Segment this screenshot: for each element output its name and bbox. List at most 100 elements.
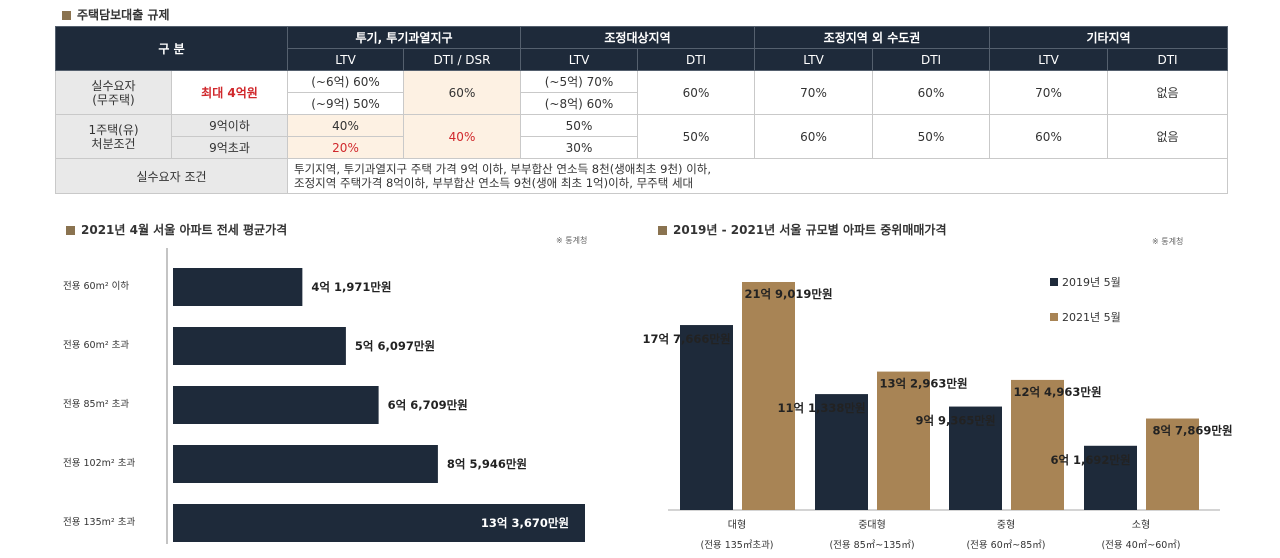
cell: (~5억) 70% (520, 70, 639, 93)
header-sub: DTI (1107, 48, 1229, 71)
right-chart-title: 2019년 - 2021년 서울 규모별 아파트 중위매매가격 (658, 221, 947, 238)
header-sub: DTI (637, 48, 756, 71)
table-section-title: 주택담보대출 규제 (62, 6, 170, 23)
cell: (~8억) 60% (520, 92, 639, 115)
cell: 40% (403, 114, 522, 159)
header-sub: DTI / DSR (403, 48, 522, 71)
category-label: 전용 60m² 초과 (63, 340, 129, 351)
bar (1011, 379, 1064, 510)
category-sublabel: (전용 85㎡~135㎡) (829, 540, 914, 551)
cell: 40% (287, 114, 405, 137)
cell: 없음 (1107, 114, 1229, 159)
cell: 60% (989, 114, 1109, 159)
category-label: 소형 (1132, 519, 1150, 531)
value-label: 21억 9,019만원 (744, 287, 832, 301)
bar (173, 268, 303, 306)
value-label: 8억 7,869만원 (1152, 424, 1232, 438)
value-label: 5억 6,097만원 (355, 339, 435, 353)
category-label: 전용 102m² 초과 (63, 458, 135, 469)
category-label: 전용 135m² 초과 (63, 517, 135, 528)
cell: (~9억) 50% (287, 92, 405, 115)
category-label: 중형 (997, 519, 1015, 531)
bar (815, 394, 868, 510)
table-title-text: 주택담보대출 규제 (77, 8, 170, 22)
cell: 20% (287, 136, 405, 159)
left-chart-source: ※ 통계청 (556, 236, 588, 245)
cell: 50% (637, 114, 756, 159)
cell: 없음 (1107, 70, 1229, 115)
category-label: 전용 85m² 초과 (63, 399, 129, 410)
right-chart-source: ※ 통계청 (1152, 237, 1184, 246)
value-label: 13억 3,670만원 (481, 516, 569, 530)
row-label-one-home: 1주택(유) 처분조건 (55, 114, 172, 159)
cell: 60% (403, 70, 522, 115)
category-sublabel: (전용 60㎡~85㎡) (966, 540, 1045, 551)
bar (173, 504, 585, 542)
category-sublabel: (전용 135㎡초과) (700, 540, 773, 551)
header-gubun: 구 분 (54, 26, 289, 71)
value-label: 6억 6,709만원 (388, 398, 468, 412)
legend-swatch-2021 (1050, 313, 1058, 321)
condition-text: 투기지역, 투기과열지구 주택 가격 9억 이하, 부부합산 연소득 8천(생애… (287, 158, 1229, 194)
bar (680, 325, 733, 510)
legend-swatch-2019 (1050, 278, 1058, 286)
row-label-condition: 실수요자 조건 (54, 158, 289, 194)
right-chart-title-text: 2019년 - 2021년 서울 규모별 아파트 중위매매가격 (673, 223, 947, 237)
bar (1084, 445, 1137, 510)
row-label-first-home: 실수요자 (무주택) (55, 70, 172, 115)
bar (173, 327, 346, 365)
header-group-other: 기타지역 (989, 26, 1229, 49)
legend-item-2021: 2021년 5월 (1050, 309, 1121, 325)
value-label: 13억 2,963만원 (879, 377, 967, 391)
category-label: 중대형 (858, 519, 886, 531)
header-group-capital: 조정지역 외 수도권 (754, 26, 991, 49)
section-square-icon (66, 226, 75, 235)
cell: 50% (872, 114, 991, 159)
cell: 30% (520, 136, 639, 159)
legend-item-2019: 2019년 5월 (1050, 274, 1121, 290)
value-label: 12억 4,963만원 (1013, 385, 1101, 399)
value-label: 9억 9,365만원 (915, 414, 995, 428)
header-sub: LTV (754, 48, 874, 71)
header-group-adjusted: 조정대상지역 (520, 26, 756, 49)
header-sub: LTV (287, 48, 405, 71)
value-label: 4억 1,971만원 (311, 280, 391, 294)
category-sublabel: (전용 40㎡~60㎡) (1101, 540, 1180, 551)
cell: 9억초과 (170, 136, 289, 159)
value-label: 8억 5,946만원 (447, 457, 527, 471)
category-label: 전용 60m² 이하 (63, 280, 129, 292)
condition-line: 조정지역 주택가격 8억이하, 부부합산 연소득 9천(생애 최초 1억)이하,… (294, 176, 694, 190)
cell: 50% (520, 114, 639, 137)
cell: (~6억) 60% (287, 70, 405, 93)
header-sub: LTV (989, 48, 1109, 71)
bar (949, 406, 1002, 510)
value-label: 6억 1,692만원 (1050, 453, 1130, 467)
header-group-speculation: 투기, 투기과열지구 (287, 26, 522, 49)
left-chart-title: 2021년 4월 서울 아파트 전세 평균가격 (66, 221, 287, 238)
value-label: 17억 7,666만원 (642, 332, 730, 346)
cell: 60% (872, 70, 991, 115)
header-sub: DTI (872, 48, 991, 71)
cell: 60% (754, 114, 874, 159)
legend-label: 2021년 5월 (1062, 311, 1121, 324)
section-square-icon (658, 226, 667, 235)
section-square-icon (62, 11, 71, 20)
cell: 60% (637, 70, 756, 115)
category-label: 대형 (728, 519, 746, 531)
cell: 9억이하 (170, 114, 289, 137)
value-label: 11억 1,338만원 (777, 401, 865, 415)
condition-line: 투기지역, 투기과열지구 주택 가격 9억 이하, 부부합산 연소득 8천(생애… (294, 162, 712, 176)
bar (877, 371, 930, 510)
header-sub: LTV (520, 48, 639, 71)
regulation-table: 구 분 투기, 투기과열지구 조정대상지역 조정지역 외 수도권 기타지역 LT… (54, 26, 1229, 194)
cell: 70% (754, 70, 874, 115)
left-chart-title-text: 2021년 4월 서울 아파트 전세 평균가격 (81, 223, 288, 237)
bar (1146, 418, 1199, 510)
bar (742, 282, 795, 510)
bar (173, 386, 379, 424)
limit-cell: 최대 4억원 (170, 70, 289, 115)
legend-label: 2019년 5월 (1062, 276, 1121, 289)
bar (173, 445, 438, 483)
